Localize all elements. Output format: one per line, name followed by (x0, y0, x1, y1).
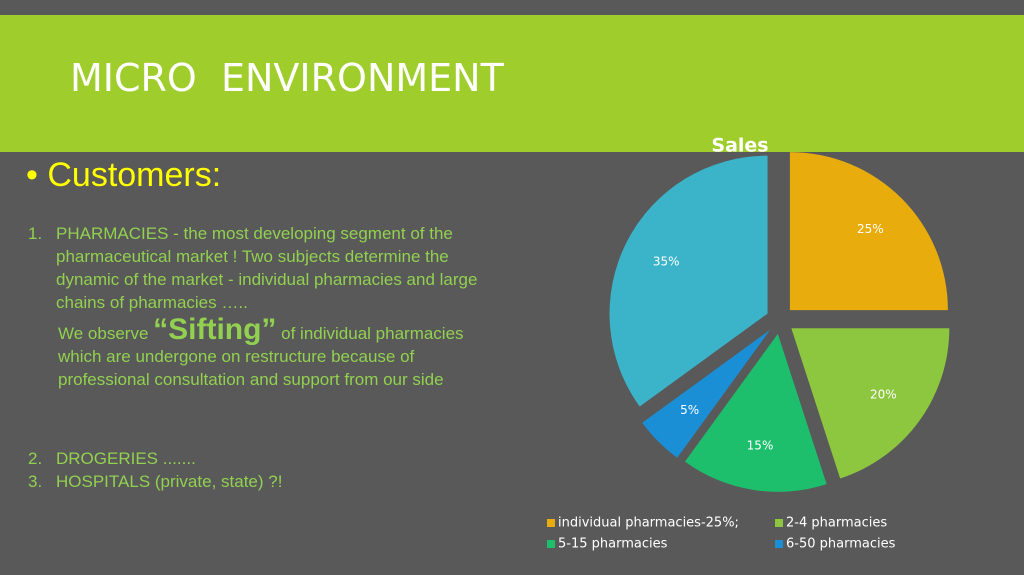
list-number: 2. (28, 449, 43, 468)
data-label: 25% (857, 222, 884, 236)
list-number: 3. (28, 472, 43, 491)
legend-marker (775, 540, 783, 548)
data-label: 5% (680, 403, 699, 417)
list-item: 1. PHARMACIES - the most developing segme… (28, 222, 488, 314)
list-text: DROGERIES ....... (56, 449, 196, 468)
pie-slice (791, 328, 950, 479)
legend-label: 6-50 pharmacies (786, 537, 896, 552)
pie-slice (789, 152, 948, 311)
data-label: 15% (747, 439, 774, 453)
legend-marker (547, 519, 555, 527)
note: We observe “Sifting” of individual pharm… (58, 315, 488, 391)
list-text: PHARMACIES - the most developing segment… (56, 224, 478, 312)
pie-slice (609, 155, 768, 407)
title-band (0, 15, 1024, 152)
legend-label: 2-4 pharmacies (786, 516, 887, 531)
data-label: 20% (870, 388, 897, 402)
note-emphasis: “Sifting” (153, 313, 277, 346)
bullet-text: Customers: (47, 156, 222, 194)
data-label: 35% (653, 254, 680, 268)
legend-label: individual pharmacies-25%; (558, 516, 739, 531)
list-number: 1. (28, 224, 43, 243)
slide-title: MICRO ENVIRONMENT (70, 56, 504, 100)
list-item: 2. DROGERIES ....... (28, 447, 488, 470)
list-text: HOSPITALS (private, state) ?! (56, 472, 283, 491)
bullet: • Customers: (26, 156, 222, 194)
chart-title: Sales (711, 135, 768, 157)
legend-marker (775, 519, 783, 527)
pie-slice (642, 329, 771, 458)
note-text: of individual pharmacies which are under… (58, 324, 464, 389)
legend-marker (547, 540, 555, 548)
list-item: 3. HOSPITALS (private, state) ?! (28, 470, 488, 493)
pie-slice (684, 333, 827, 492)
note-text: We observe (58, 324, 154, 343)
legend-label: 5-15 pharmacies (558, 537, 668, 552)
